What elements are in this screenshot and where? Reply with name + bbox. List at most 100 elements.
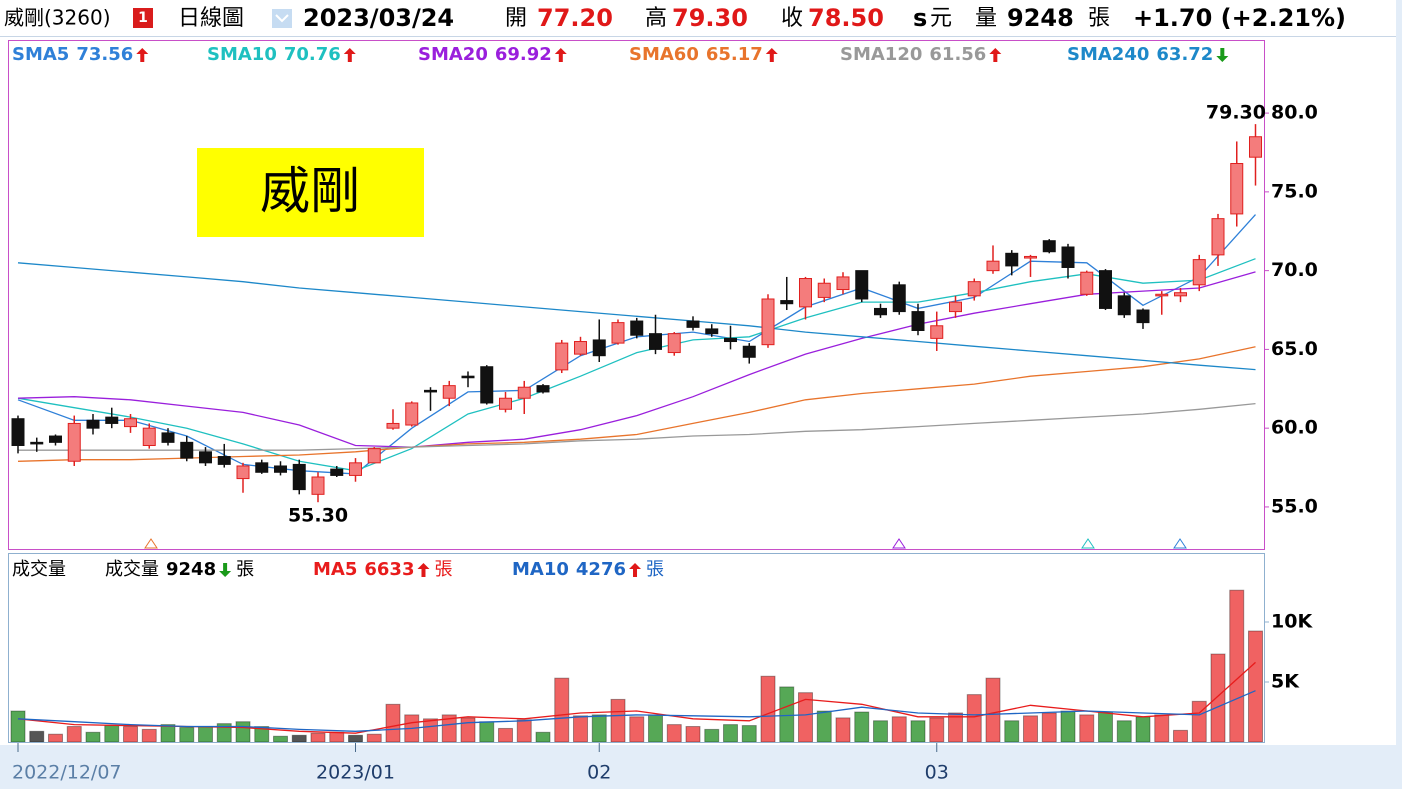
candle-body (555, 342, 569, 371)
candle-body (67, 422, 81, 462)
volume-bar (854, 711, 870, 743)
dropdown[interactable] (272, 9, 292, 28)
ma-line (17, 258, 1256, 472)
header-currency: 元 (930, 6, 952, 31)
volume-bar (160, 724, 176, 743)
candle-body (649, 333, 662, 350)
legend-name: SMA60 (629, 44, 699, 65)
y-tick-label: 60.0 (1271, 417, 1318, 439)
candle-body (49, 435, 62, 443)
legend-name: MA10 (512, 559, 569, 580)
candle-body (742, 345, 756, 358)
legend-value: 65.17 (706, 44, 763, 65)
candle-body (105, 416, 119, 424)
badge-text: 1 (138, 10, 148, 26)
candle-body (592, 339, 606, 357)
candle-body (1211, 218, 1225, 256)
candle-body (424, 389, 437, 393)
volume-bar (1004, 720, 1020, 743)
candle-body (11, 418, 25, 446)
volume-bar (610, 698, 626, 743)
ma-line (17, 262, 1256, 371)
legend-name: SMA120 (840, 44, 922, 65)
legend-value: 63.72 (1156, 44, 1213, 65)
candle-body (1099, 270, 1112, 309)
candle-body (405, 402, 419, 426)
volume-bar (423, 718, 438, 743)
candle-body (86, 419, 100, 429)
header-name: 威剛(3260) (4, 6, 111, 30)
volume-bar (1191, 700, 1207, 743)
price-panel (8, 40, 1265, 550)
candle-body (499, 397, 512, 410)
trend-arrow (1216, 48, 1229, 62)
trend-arrow (765, 48, 778, 62)
volume-bar (1023, 715, 1038, 743)
volume-bar (516, 719, 532, 743)
volume-ma-line (17, 661, 1256, 734)
trend-arrow (343, 48, 356, 62)
x-tick-label: 03 (925, 762, 949, 784)
volume-bar (648, 714, 663, 743)
trend-arrow (989, 48, 1002, 62)
y-tick-label: 80.0 (1271, 102, 1318, 124)
candle-body (761, 298, 775, 346)
candle-body (142, 427, 156, 446)
volume-bar (891, 716, 907, 743)
candle-body (1042, 240, 1056, 253)
volume-bar (985, 677, 1001, 743)
legend-name: MA5 (313, 559, 357, 580)
candle-body (536, 385, 550, 393)
candle-body (1024, 255, 1037, 259)
volume-bar (1098, 711, 1113, 743)
header-date: 2023/03/24 (303, 4, 454, 32)
candle-body (799, 278, 812, 308)
volume-bar (573, 715, 588, 743)
header-volume-unit: 張 (1088, 6, 1110, 31)
candle-body (517, 386, 531, 399)
candle-body (780, 300, 794, 305)
x-tick-label: 02 (587, 762, 611, 784)
legend-name: SMA10 (207, 44, 277, 65)
trend-arrow (417, 563, 430, 577)
volume-ma-line (17, 690, 1256, 732)
volume-bar (366, 733, 382, 743)
volume-bar (535, 731, 551, 743)
candle-body (199, 451, 212, 464)
candle-body (367, 448, 381, 464)
header-open: 77.20 (537, 4, 613, 32)
signal-marker (892, 538, 906, 549)
volume-bar (1135, 716, 1151, 743)
volume-bar (1079, 714, 1095, 743)
header-s: s (913, 4, 927, 32)
volume-bar (554, 677, 570, 743)
volume-bar (479, 721, 495, 743)
volume-bar (141, 728, 157, 743)
volume-bar (104, 725, 120, 743)
volume-bar (179, 726, 195, 743)
candle-body (217, 456, 231, 465)
legend-value: 73.56 (76, 44, 133, 65)
candle-body (1174, 292, 1187, 297)
y-tick-label: 75.0 (1271, 180, 1318, 202)
candle-body (180, 441, 194, 459)
legend-value: 69.92 (495, 44, 552, 65)
volume-bar (1116, 720, 1132, 743)
x-tick-label: 2022/12/07 (12, 762, 122, 784)
badge-box (133, 8, 153, 28)
candle-body (855, 270, 869, 300)
volume-bar (835, 717, 851, 743)
header-open-label: 開 (505, 6, 527, 31)
y-tick-label: 5K (1271, 671, 1300, 693)
y-tick-label: 65.0 (1271, 338, 1318, 360)
legend-unit: 張 (434, 559, 452, 580)
volume-bar (385, 703, 401, 743)
candle-body (236, 465, 250, 480)
candle-body (311, 476, 325, 495)
candle-body (30, 441, 44, 445)
candle-body (461, 375, 475, 379)
volume-bar (310, 732, 326, 743)
candle-body (161, 432, 175, 443)
candle-body (255, 462, 269, 473)
